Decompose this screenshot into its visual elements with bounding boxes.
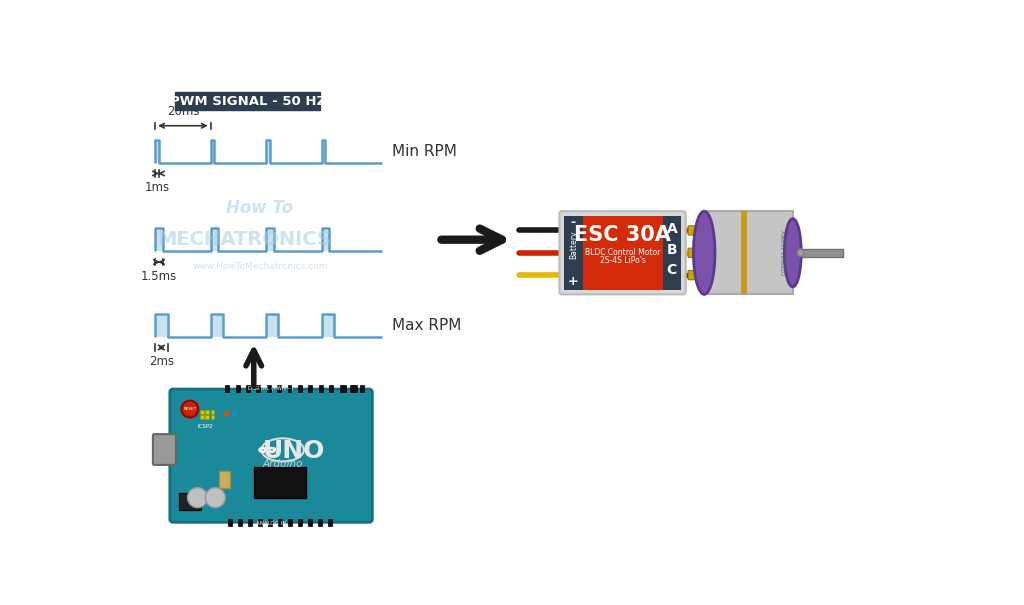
Text: Battery: Battery <box>568 231 578 260</box>
FancyBboxPatch shape <box>688 226 701 235</box>
Bar <box>266 140 270 163</box>
Bar <box>249 519 252 526</box>
Text: www.HowToMechatronics.com: www.HowToMechatronics.com <box>193 262 328 271</box>
Bar <box>211 410 214 414</box>
Text: Max RPM: Max RPM <box>391 318 461 333</box>
Bar <box>225 385 229 392</box>
Text: -: - <box>570 216 575 229</box>
Circle shape <box>231 411 238 416</box>
Text: ICSP2: ICSP2 <box>198 425 213 430</box>
Bar <box>298 385 302 392</box>
Bar <box>200 410 204 414</box>
Bar <box>200 415 204 419</box>
Bar <box>156 140 159 163</box>
Circle shape <box>205 488 225 508</box>
FancyBboxPatch shape <box>688 248 701 257</box>
FancyBboxPatch shape <box>559 211 686 295</box>
Bar <box>322 140 326 163</box>
Bar <box>318 385 323 392</box>
Bar <box>268 519 272 526</box>
Ellipse shape <box>784 218 801 287</box>
Bar <box>278 385 282 392</box>
Bar <box>156 228 163 251</box>
Text: MECHATRONICS: MECHATRONICS <box>158 230 332 249</box>
Bar <box>219 471 230 488</box>
Text: 2S-4S LiPo's: 2S-4S LiPo's <box>600 256 645 265</box>
Bar <box>211 415 214 419</box>
Text: ANALOG IN: ANALOG IN <box>256 521 287 526</box>
Text: 1ms: 1ms <box>144 181 170 194</box>
Text: UNO: UNO <box>263 439 326 463</box>
Bar <box>663 216 681 290</box>
Bar <box>258 519 262 526</box>
Text: 20ms: 20ms <box>167 105 200 118</box>
Text: A: A <box>667 222 677 236</box>
Bar <box>564 216 583 290</box>
Bar <box>308 519 312 526</box>
Text: D2836/11 1120KV: D2836/11 1120KV <box>781 231 786 275</box>
Text: +: + <box>568 275 579 288</box>
Bar <box>211 228 218 251</box>
Text: C: C <box>667 264 677 278</box>
Circle shape <box>224 411 229 416</box>
Bar <box>156 313 168 337</box>
Text: BLDC Control Motor: BLDC Control Motor <box>585 247 660 257</box>
FancyBboxPatch shape <box>170 389 373 522</box>
Bar <box>254 467 306 498</box>
Bar <box>801 249 843 257</box>
Bar <box>246 385 250 392</box>
Bar <box>205 410 209 414</box>
Text: DIGITAL (PWM~): DIGITAL (PWM~) <box>249 385 294 391</box>
Bar <box>298 519 302 526</box>
Bar <box>279 519 283 526</box>
Bar <box>318 519 323 526</box>
Circle shape <box>181 401 199 417</box>
Bar <box>322 228 330 251</box>
Bar <box>583 216 663 290</box>
Bar <box>322 313 334 337</box>
Text: 1.5ms: 1.5ms <box>141 270 177 283</box>
Text: ESC 30A: ESC 30A <box>574 225 671 245</box>
Text: How To: How To <box>226 198 294 217</box>
Bar <box>211 313 223 337</box>
Circle shape <box>187 488 208 508</box>
Bar <box>256 385 260 392</box>
Bar <box>741 211 746 295</box>
Bar <box>228 519 232 526</box>
FancyBboxPatch shape <box>153 434 176 465</box>
Bar <box>239 519 243 526</box>
Bar <box>352 385 356 392</box>
Bar <box>342 385 346 392</box>
Bar <box>705 211 793 295</box>
Text: PWM SIGNAL - 50 HZ: PWM SIGNAL - 50 HZ <box>170 94 326 108</box>
Bar <box>308 385 312 392</box>
FancyBboxPatch shape <box>175 92 319 110</box>
Bar <box>205 415 209 419</box>
Bar <box>236 385 240 392</box>
Bar <box>340 385 343 392</box>
Bar <box>266 313 279 337</box>
Ellipse shape <box>798 249 804 257</box>
Text: Min RPM: Min RPM <box>391 143 457 159</box>
Bar <box>330 385 333 392</box>
Bar <box>266 228 273 251</box>
Text: Arduino: Arduino <box>262 459 303 469</box>
Bar <box>288 385 292 392</box>
Bar <box>267 385 270 392</box>
FancyBboxPatch shape <box>688 270 701 280</box>
Ellipse shape <box>693 211 715 295</box>
Bar <box>329 519 333 526</box>
Bar <box>211 140 214 163</box>
Bar <box>289 519 292 526</box>
Text: RESET: RESET <box>183 407 197 411</box>
Text: 2ms: 2ms <box>148 355 174 368</box>
Bar <box>360 385 365 392</box>
Bar <box>179 493 201 510</box>
Text: B: B <box>667 243 677 257</box>
Bar <box>350 385 354 392</box>
